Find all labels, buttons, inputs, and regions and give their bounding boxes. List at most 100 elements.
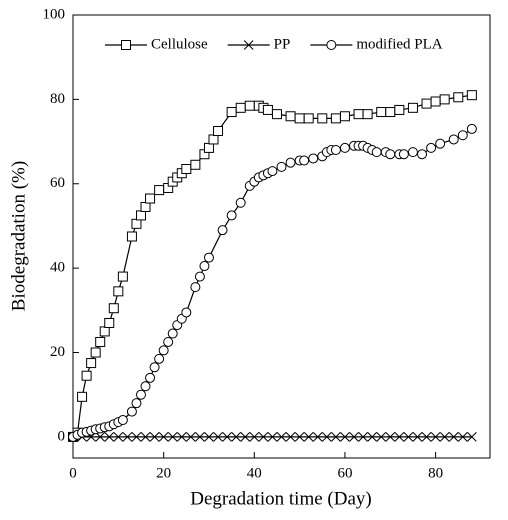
marker [117, 415, 128, 426]
x-axis-label: Degradation time (Day) [190, 488, 371, 509]
marker [367, 432, 378, 442]
marker [145, 372, 156, 383]
marker [104, 432, 115, 442]
marker [285, 432, 296, 442]
marker [145, 193, 156, 204]
marker [181, 163, 192, 174]
marker [194, 271, 205, 282]
marker [190, 159, 201, 170]
marker [163, 336, 174, 347]
marker [340, 432, 350, 442]
marker [131, 218, 142, 229]
marker [448, 134, 459, 145]
marker [457, 432, 468, 442]
marker [267, 166, 278, 177]
marker [362, 109, 373, 120]
marker [271, 109, 282, 120]
marker [371, 147, 382, 158]
marker [190, 282, 201, 293]
marker [249, 432, 260, 442]
marker [376, 432, 387, 442]
marker [81, 370, 92, 381]
plot-frame [72, 14, 491, 459]
marker [185, 432, 196, 442]
legend-marker [326, 40, 337, 50]
legend-marker [121, 40, 131, 50]
marker [457, 130, 468, 141]
marker [308, 153, 319, 164]
marker [407, 102, 418, 113]
marker [398, 149, 409, 160]
marker [235, 102, 246, 113]
y-tick-label: 40 [50, 260, 65, 276]
marker [276, 432, 287, 442]
marker [167, 328, 178, 339]
marker [339, 142, 350, 153]
marker [321, 432, 332, 442]
x-tick-label: 40 [247, 465, 262, 481]
marker [339, 111, 350, 122]
marker [385, 432, 396, 442]
marker [117, 271, 128, 282]
marker [95, 336, 106, 347]
legend-label: Cellulose [151, 36, 208, 52]
marker [394, 432, 405, 442]
marker [222, 432, 232, 442]
legend-label: modified PLA [356, 36, 442, 52]
marker [213, 432, 223, 442]
y-tick-label: 20 [50, 344, 65, 360]
marker [217, 225, 228, 236]
marker [467, 432, 477, 442]
marker [421, 432, 432, 442]
legend-label: PP [274, 36, 291, 52]
marker [77, 391, 88, 402]
series-line [72, 94, 472, 438]
marker [267, 432, 278, 442]
marker [303, 432, 314, 442]
marker [122, 432, 133, 442]
marker [285, 157, 296, 168]
marker [126, 231, 137, 242]
marker [154, 353, 165, 364]
legend-marker [243, 40, 254, 50]
marker [181, 307, 192, 318]
marker [430, 96, 441, 107]
marker [203, 252, 214, 263]
marker [353, 109, 364, 120]
marker [466, 123, 477, 134]
marker [262, 104, 273, 115]
marker [439, 432, 450, 442]
marker [104, 317, 115, 328]
marker [466, 90, 477, 101]
x-tick-label: 0 [69, 465, 77, 481]
marker [330, 145, 341, 156]
marker [240, 432, 251, 442]
marker [258, 432, 269, 442]
marker [385, 149, 396, 160]
marker [235, 197, 246, 208]
marker [154, 185, 165, 196]
marker [330, 113, 341, 124]
marker [195, 432, 205, 442]
y-tick-label: 0 [58, 428, 66, 444]
marker [213, 126, 224, 137]
marker [126, 406, 137, 417]
marker [276, 161, 287, 172]
marker [244, 100, 255, 111]
marker [158, 345, 169, 356]
y-tick-label: 100 [43, 6, 66, 22]
marker [231, 432, 242, 442]
marker [421, 98, 432, 109]
y-axis-label: Biodegradation (%) [8, 161, 29, 311]
marker [448, 432, 459, 442]
marker [439, 94, 450, 105]
marker [158, 432, 169, 442]
marker [140, 201, 151, 212]
marker [417, 149, 428, 160]
marker [403, 432, 414, 442]
marker [385, 107, 396, 118]
marker [430, 432, 441, 442]
marker [199, 261, 210, 272]
marker [135, 210, 146, 221]
marker [331, 432, 341, 442]
